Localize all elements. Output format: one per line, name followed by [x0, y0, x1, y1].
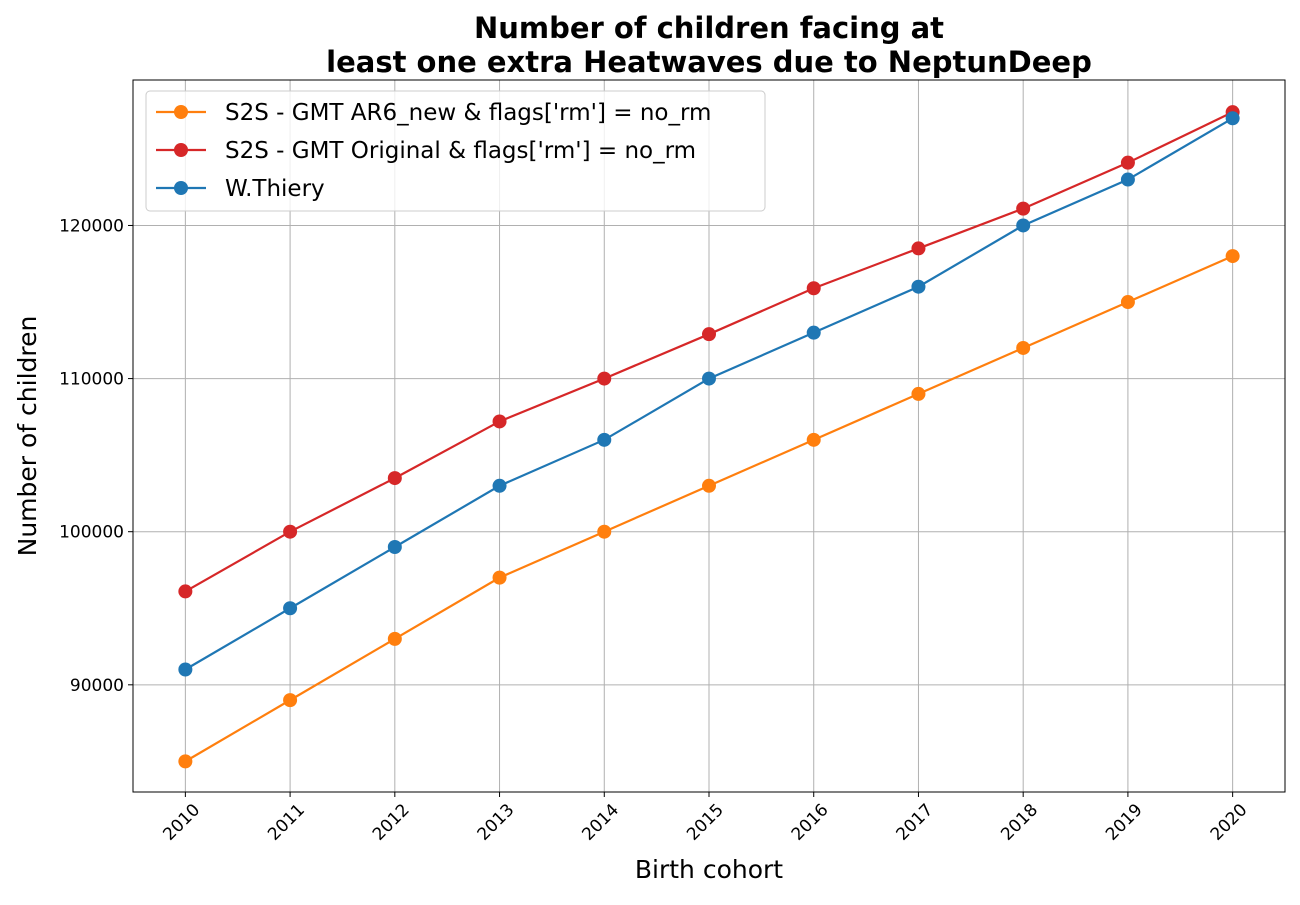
- data-point: [1120, 172, 1135, 187]
- data-point: [178, 584, 193, 599]
- legend-label: W.Thiery: [225, 176, 325, 202]
- x-tick-label: 2018: [997, 800, 1042, 845]
- axis-ticks: 2010 2011 2012 2013 2014 2015 2016 2017 2018 2019…: [59, 216, 1251, 844]
- x-tick-label: 2013: [474, 800, 519, 845]
- x-tick-label: 2011: [264, 800, 309, 845]
- y-tick-label: 120000: [59, 216, 124, 236]
- data-point: [806, 325, 821, 340]
- data-point: [283, 601, 298, 616]
- legend-marker-swatch: [174, 105, 188, 119]
- legend-entry: W.Thiery: [156, 176, 325, 202]
- data-point: [387, 631, 402, 646]
- x-tick-label: 2016: [788, 800, 833, 845]
- x-axis-label: Birth cohort: [635, 855, 783, 884]
- x-tick-label: 2015: [683, 800, 728, 845]
- chart-title-line-2: least one extra Heatwaves due to NeptunD…: [326, 45, 1092, 79]
- legend-entry: S2S - GMT AR6_new & flags['rm'] = no_rm: [156, 100, 711, 126]
- data-point: [1120, 155, 1135, 170]
- data-point: [702, 478, 716, 493]
- legend-marker-swatch: [174, 181, 188, 195]
- legend-marker-swatch: [174, 143, 188, 157]
- data-point: [806, 281, 821, 296]
- series-0: [178, 249, 1240, 769]
- data-point: [492, 570, 507, 585]
- x-tick-label: 2010: [159, 800, 204, 845]
- x-tick-label: 2014: [578, 800, 623, 845]
- data-point: [283, 693, 298, 708]
- data-point: [702, 371, 716, 386]
- x-tick-label: 2020: [1207, 800, 1252, 845]
- data-point: [387, 540, 402, 555]
- data-point: [911, 241, 926, 256]
- data-point: [492, 414, 507, 429]
- data-point: [806, 432, 821, 447]
- data-point: [1016, 340, 1031, 355]
- series-2: [178, 111, 1240, 677]
- series-lines: [178, 105, 1240, 769]
- legend-box: [145, 90, 766, 212]
- data-point: [178, 662, 193, 677]
- data-point: [911, 279, 926, 294]
- chart-title-line-1: Number of children facing at: [474, 11, 944, 45]
- legend-label: S2S - GMT Original & flags['rm'] = no_rm: [225, 138, 696, 164]
- data-point: [387, 471, 402, 486]
- x-tick-label: 2019: [1102, 800, 1147, 845]
- legend: S2S - GMT AR6_new & flags['rm'] = no_rm S…: [145, 90, 766, 212]
- x-tick-label: 2017: [893, 800, 938, 845]
- data-point: [597, 371, 612, 386]
- legend-label: S2S - GMT AR6_new & flags['rm'] = no_rm: [225, 100, 711, 126]
- data-point: [597, 524, 612, 539]
- data-point: [702, 327, 716, 342]
- x-tick-label: 2012: [369, 800, 414, 845]
- y-tick-label: 110000: [59, 370, 124, 390]
- series-1: [178, 105, 1240, 599]
- data-point: [1120, 295, 1135, 310]
- y-tick-label: 100000: [59, 523, 124, 543]
- data-point: [492, 478, 507, 493]
- data-point: [1016, 201, 1031, 216]
- data-point: [283, 524, 298, 539]
- data-point: [1225, 111, 1240, 126]
- data-point: [597, 432, 612, 447]
- y-tick-label: 90000: [70, 676, 124, 696]
- data-point: [1016, 218, 1031, 233]
- data-point: [178, 754, 193, 769]
- data-point: [1225, 249, 1240, 264]
- legend-entry: S2S - GMT Original & flags['rm'] = no_rm: [156, 138, 696, 164]
- y-axis-label: Number of children: [13, 316, 42, 557]
- data-point: [911, 386, 926, 401]
